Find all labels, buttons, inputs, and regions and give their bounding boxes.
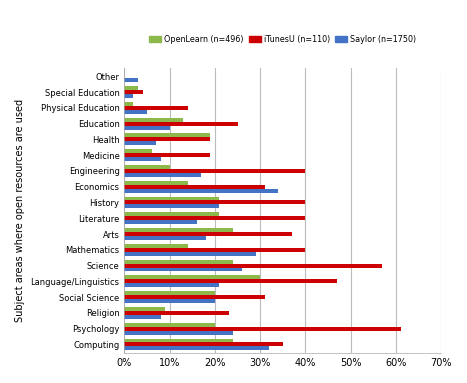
Bar (124, 185, 265, 189)
Bar (124, 220, 197, 224)
Bar (124, 307, 165, 311)
Y-axis label: Subject areas where open resources are used: Subject areas where open resources are u… (15, 99, 25, 322)
Bar (124, 331, 233, 335)
Bar (124, 196, 219, 200)
Bar (124, 295, 265, 299)
Bar (124, 212, 219, 216)
Bar (124, 141, 156, 145)
Bar (124, 347, 269, 350)
Bar (124, 275, 260, 279)
Bar (124, 118, 183, 122)
Bar (124, 86, 138, 90)
Bar (124, 232, 292, 236)
Bar (124, 126, 170, 129)
Bar (124, 94, 134, 98)
Bar (124, 216, 305, 220)
Bar (124, 342, 283, 347)
Bar (124, 315, 161, 319)
Bar (124, 153, 211, 157)
Bar (124, 173, 201, 177)
Bar (124, 205, 219, 208)
Bar (124, 252, 255, 256)
Bar (124, 133, 211, 137)
Bar (124, 236, 206, 240)
Bar (124, 165, 170, 169)
Bar (124, 157, 161, 161)
Bar (124, 200, 305, 205)
Bar (124, 327, 401, 331)
Bar (124, 268, 242, 272)
Bar (124, 169, 305, 173)
Bar (124, 279, 337, 283)
Legend: OpenLearn (n=496), iTunesU (n=110), Saylor (n=1750): OpenLearn (n=496), iTunesU (n=110), Sayl… (146, 32, 420, 47)
Bar (124, 228, 233, 232)
Bar (124, 149, 152, 153)
Bar (124, 248, 305, 252)
Bar (124, 106, 188, 110)
Bar (124, 189, 278, 193)
Bar (124, 260, 233, 264)
Bar (124, 181, 188, 185)
Bar (124, 323, 215, 327)
Bar (124, 122, 238, 126)
Bar (124, 244, 188, 248)
Bar (124, 78, 138, 82)
Bar (124, 291, 215, 295)
Bar (124, 264, 382, 268)
Bar (124, 339, 233, 342)
Bar (124, 299, 215, 303)
Bar (124, 90, 142, 94)
Bar (124, 110, 147, 114)
Bar (124, 311, 228, 315)
Bar (124, 102, 134, 106)
Bar (124, 283, 219, 287)
Bar (124, 137, 211, 141)
